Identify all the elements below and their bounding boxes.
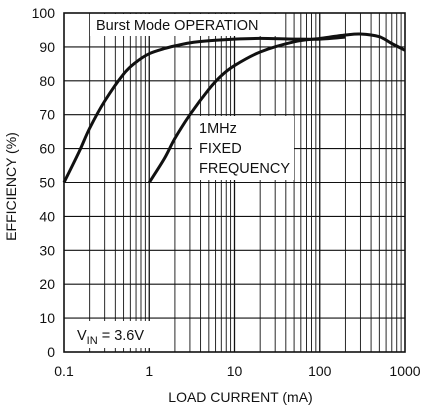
series-group — [62, 32, 406, 184]
y-tick-label: 10 — [39, 310, 55, 326]
series-line-1 — [62, 35, 346, 184]
tick-labels: 0.1 1 10 100 1000 0 10 20 30 40 50 60 70 80 90 100 — [32, 5, 421, 379]
y-tick-label: 50 — [39, 175, 55, 191]
y-tick-label: 90 — [39, 39, 55, 55]
annotation-fixed-line-2: FIXED — [199, 141, 242, 157]
vin-symbol: V — [77, 328, 87, 344]
x-tick-label: 1000 — [389, 363, 420, 379]
series-line-2 — [147, 32, 406, 184]
x-tick-label: 0.1 — [54, 363, 74, 379]
y-tick-label: 30 — [39, 242, 55, 258]
x-tick-label: 10 — [227, 363, 243, 379]
annotation-burst-mode: Burst Mode OPERATION — [96, 18, 259, 34]
vin-value: = 3.6V — [98, 328, 145, 344]
annotation-vin-bg — [70, 321, 162, 348]
annotation-backgrounds — [70, 14, 294, 348]
annotation-fixed-line-1: 1MHz — [199, 121, 237, 137]
annotation-fixed-line-3: FREQUENCY — [199, 161, 290, 177]
grid-lines — [64, 13, 405, 352]
y-tick-label: 70 — [39, 107, 55, 123]
x-tick-label: 100 — [308, 363, 332, 379]
annotation-fixed-bg — [192, 116, 294, 180]
y-tick-label: 0 — [47, 344, 55, 360]
y-tick-label: 80 — [39, 73, 55, 89]
y-tick-label: 40 — [39, 208, 55, 224]
vin-subscript: IN — [87, 335, 98, 347]
y-tick-label: 60 — [39, 141, 55, 157]
annotation-vin: VIN = 3.6V — [77, 328, 144, 347]
x-tick-label: 1 — [145, 363, 153, 379]
y-tick-label: 100 — [32, 5, 56, 21]
x-axis-label: LOAD CURRENT (mA) — [168, 389, 312, 405]
plot-frame — [63, 12, 406, 353]
annotation-burst-bg — [90, 14, 276, 36]
y-tick-label: 20 — [39, 276, 55, 292]
y-axis-label: EFFICIENCY (%) — [3, 132, 19, 241]
